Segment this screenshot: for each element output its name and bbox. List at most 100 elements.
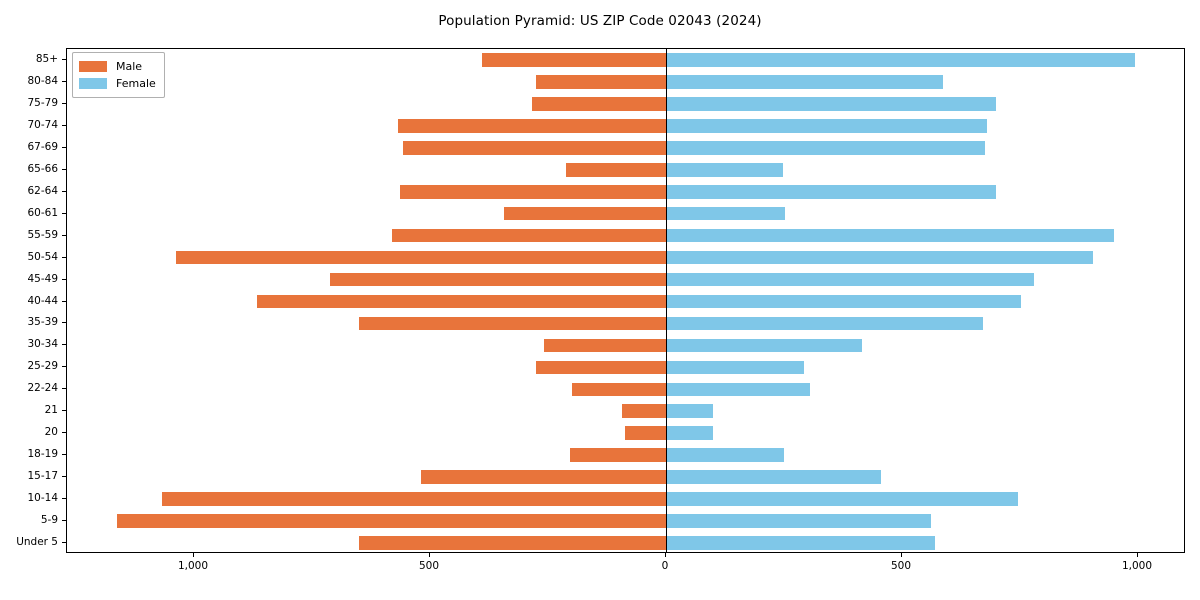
y-tick-label: Under 5 [16, 536, 58, 549]
bar-row [67, 536, 1184, 550]
bar-male [257, 294, 666, 309]
y-tick-label: 45-49 [27, 272, 58, 285]
bar-row [67, 382, 1184, 397]
bar-male [565, 162, 666, 177]
legend-item-male: Male [79, 58, 156, 75]
page-title: Population Pyramid: US ZIP Code 02043 (2… [438, 13, 762, 29]
bar-row [67, 360, 1184, 375]
bar-female [666, 162, 784, 177]
x-tick-label: 1,000 [177, 560, 209, 572]
y-tick-label: 75-79 [27, 96, 58, 109]
legend-item-female: Female [79, 75, 156, 92]
bar-female [666, 316, 983, 331]
bar-row [67, 162, 1184, 177]
y-tick-mark [62, 410, 66, 412]
bar-row [67, 448, 1184, 462]
y-tick-mark [62, 476, 66, 478]
y-tick-mark [62, 146, 66, 148]
legend-swatch-male-icon [79, 61, 107, 72]
bar-row [67, 228, 1184, 243]
y-tick-label: 22-24 [27, 382, 58, 395]
y-tick-mark [62, 300, 66, 302]
bar-female [666, 448, 784, 462]
x-tick-mark [665, 553, 666, 557]
legend-label-male: Male [116, 60, 143, 73]
y-tick-label: 5-9 [40, 514, 58, 527]
bar-female [666, 404, 714, 419]
y-tick-mark [62, 366, 66, 368]
y-tick-mark [62, 520, 66, 522]
y-tick-label: 65-66 [27, 162, 58, 175]
y-tick-mark [62, 234, 66, 236]
y-tick-mark [62, 190, 66, 192]
x-tick-label: 0 [661, 560, 669, 572]
y-tick-label: 20 [44, 426, 58, 439]
bar-row [67, 97, 1184, 111]
bar-row [67, 514, 1184, 528]
bar-female [666, 250, 1093, 265]
zero-axis-line [666, 49, 667, 552]
bar-row [67, 294, 1184, 309]
y-tick-mark [62, 168, 66, 170]
bar-row [67, 206, 1184, 221]
y-tick-mark [62, 212, 66, 214]
y-tick-label: 40-44 [27, 294, 58, 307]
bar-male [359, 536, 666, 550]
bar-male [392, 228, 666, 243]
plot-area [66, 48, 1185, 553]
y-tick-label: 50-54 [27, 250, 58, 263]
bar-male [400, 184, 666, 199]
x-tick-label: 500 [890, 560, 912, 572]
y-tick-mark [62, 344, 66, 346]
bar-male [571, 382, 666, 397]
bar-male [117, 514, 666, 528]
y-tick-mark [62, 80, 66, 82]
y-tick-label: 55-59 [27, 228, 58, 241]
bar-female [666, 206, 786, 221]
bar-female [666, 53, 1135, 67]
y-axis: 85+ 80-84 75-79 70-74 67-69 65-66 62-64 60-61 55… [0, 0, 66, 600]
legend-label-female: Female [116, 77, 156, 90]
bar-male [481, 53, 666, 67]
y-tick-label: 15-17 [27, 470, 58, 483]
bar-female [666, 119, 988, 133]
x-tick-mark [1137, 553, 1138, 557]
y-tick-label: 18-19 [27, 448, 58, 461]
bar-female [666, 294, 1021, 309]
y-tick-mark [62, 58, 66, 60]
y-tick-mark [62, 542, 66, 544]
bar-female [666, 228, 1114, 243]
bar-row [67, 426, 1184, 441]
x-tick-label: 500 [418, 560, 440, 572]
legend-swatch-female-icon [79, 78, 107, 89]
bar-row [67, 75, 1184, 89]
bar-row [67, 140, 1184, 155]
bars-container [67, 49, 1184, 552]
bar-male [402, 140, 666, 155]
bar-row [67, 272, 1184, 287]
chart-legend: Male Female [72, 52, 165, 98]
x-tick-label: 1,000 [1121, 560, 1153, 572]
bar-female [666, 272, 1035, 287]
bar-male [544, 338, 666, 353]
y-tick-mark [62, 256, 66, 258]
bar-male [420, 470, 666, 484]
y-tick-mark [62, 432, 66, 434]
bar-female [666, 97, 997, 111]
bar-row [67, 470, 1184, 484]
y-tick-mark [62, 454, 66, 456]
bar-male [532, 97, 666, 111]
bar-female [666, 184, 997, 199]
bar-row [67, 404, 1184, 419]
y-tick-label: 85+ [35, 52, 58, 65]
bar-male [622, 404, 666, 419]
y-tick-label: 21 [44, 404, 58, 417]
bar-female [666, 536, 935, 550]
bar-row [67, 338, 1184, 353]
bar-male [176, 250, 666, 265]
bar-male [330, 272, 666, 287]
bar-female [666, 492, 1018, 506]
bar-male [359, 316, 666, 331]
y-tick-label: 10-14 [27, 492, 58, 505]
bar-male [536, 360, 666, 375]
